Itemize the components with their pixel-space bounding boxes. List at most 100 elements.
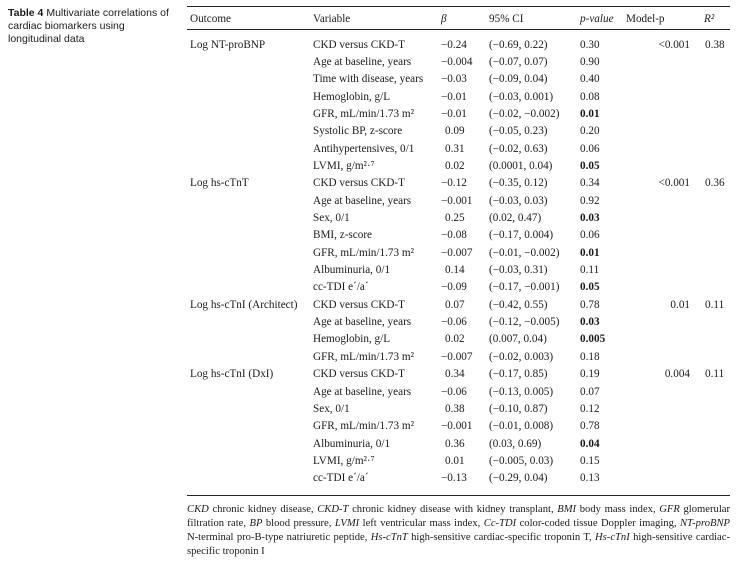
- top-rule: [187, 6, 730, 7]
- ci-cell: (−0.69, 0.22): [489, 38, 548, 51]
- footnote-abbreviation: CKD: [187, 504, 209, 515]
- p-value-cell: 0.01: [580, 107, 600, 120]
- footnote-abbreviation: GFR: [659, 504, 680, 515]
- ci-cell: (0.007, 0.04): [489, 333, 547, 346]
- header-model-p: Model-p: [626, 13, 665, 25]
- table-label: Table 4: [8, 7, 44, 19]
- variable-cell: GFR, mL/min/1.73 m²: [313, 246, 414, 259]
- variable-cell: Antihypertensives, 0/1: [313, 142, 415, 155]
- ci-cell: (−0.42, 0.55): [489, 298, 548, 311]
- ci-cell: (−0.17, −0.001): [489, 281, 560, 294]
- footnote-abbreviation: Hs-cTnI: [595, 532, 630, 543]
- beta-cell: −0.03: [441, 73, 467, 86]
- ci-cell: (−0.02, 0.003): [489, 350, 554, 363]
- r-squared-value: 0.36: [705, 177, 725, 190]
- variable-cell: Hemoglobin, g/L: [313, 90, 391, 103]
- p-value-cell: 0.30: [580, 38, 600, 51]
- header-ci: 95% CI: [489, 13, 524, 25]
- variable-cell: Age at baseline, years: [313, 316, 412, 329]
- footnote-abbreviation: Cc-TDI: [483, 518, 517, 529]
- beta-cell: −0.06: [441, 316, 467, 329]
- header-beta: β: [441, 13, 447, 25]
- variable-cell: Sex, 0/1: [313, 212, 350, 224]
- header-outcome: Outcome: [190, 13, 232, 25]
- p-value-cell: 0.06: [580, 142, 600, 155]
- ci-cell: (−0.29, 0.04): [489, 472, 548, 485]
- p-value-cell: 0.07: [580, 385, 600, 398]
- beta-cell: −0.13: [441, 472, 467, 485]
- p-value-cell: 0.05: [580, 159, 600, 172]
- p-value-cell: 0.15: [580, 454, 600, 467]
- ci-cell: (0.03, 0.69): [489, 437, 542, 450]
- p-value-cell: 0.04: [580, 437, 600, 450]
- ci-cell: (0.02, 0.47): [489, 212, 542, 224]
- outcome-label: Log hs-cTnI (DxI): [190, 368, 274, 381]
- outcome-label: Log hs-cTnI (Architect): [190, 298, 298, 311]
- beta-cell: 0.02: [445, 159, 465, 172]
- variable-cell: LVMI, g/m²·⁷: [313, 454, 375, 467]
- p-value-cell: 0.05: [580, 281, 600, 294]
- variable-cell: GFR, mL/min/1.73 m²: [313, 350, 414, 363]
- variable-cell: LVMI, g/m²·⁷: [313, 159, 375, 172]
- p-value-cell: 0.92: [580, 194, 600, 207]
- ci-cell: (−0.10, 0.87): [489, 402, 548, 415]
- bottom-rule: [187, 495, 730, 496]
- beta-cell: 0.01: [445, 454, 465, 467]
- beta-cell: −0.007: [441, 350, 473, 363]
- beta-cell: −0.12: [441, 177, 467, 190]
- footnote-abbreviation: LVMI: [334, 518, 360, 529]
- model-p-value: 0.004: [664, 368, 690, 381]
- header-rule: [187, 29, 730, 30]
- footnote-definition: high-sensitive cardiac-specific troponin…: [407, 532, 596, 543]
- ci-cell: (−0.01, 0.008): [489, 420, 554, 433]
- variable-cell: Systolic BP, z-score: [313, 125, 403, 138]
- table-caption: Table 4 Multivariate correlations of car…: [8, 7, 178, 46]
- ci-cell: (−0.03, 0.31): [489, 264, 548, 277]
- variable-cell: GFR, mL/min/1.73 m²: [313, 420, 414, 433]
- footnote-definition: blood pressure,: [262, 518, 335, 529]
- header-r2: R²: [704, 13, 715, 25]
- ci-cell: (−0.05, 0.23): [489, 125, 548, 138]
- beta-cell: −0.08: [441, 229, 467, 242]
- table-footnote: CKD chronic kidney disease, CKD-T chroni…: [187, 503, 730, 559]
- p-value-cell: 0.78: [580, 298, 600, 311]
- beta-cell: −0.01: [441, 107, 467, 120]
- beta-cell: 0.07: [445, 298, 465, 311]
- variable-cell: CKD versus CKD-T: [313, 177, 405, 190]
- beta-cell: −0.06: [441, 385, 467, 398]
- p-value-cell: 0.01: [580, 246, 600, 259]
- footnote-definition: chronic kidney disease with kidney trans…: [348, 504, 558, 515]
- p-value-cell: 0.005: [580, 333, 606, 346]
- ci-cell: (−0.02, −0.002): [489, 107, 560, 120]
- model-p-value: 0.01: [670, 298, 690, 311]
- footnote-abbreviation: CKD-T: [317, 504, 349, 515]
- variable-cell: BMI, z-score: [313, 229, 373, 242]
- variable-cell: cc-TDI e´/a´: [313, 472, 369, 485]
- ci-cell: (−0.12, −0.005): [489, 316, 560, 329]
- footnote-definition: chronic kidney disease,: [208, 504, 318, 515]
- variable-cell: Albuminuria, 0/1: [313, 437, 391, 450]
- variable-cell: Sex, 0/1: [313, 402, 350, 415]
- model-p-value: <0.001: [658, 38, 690, 51]
- p-value-cell: 0.40: [580, 73, 600, 86]
- variable-cell: GFR, mL/min/1.73 m²: [313, 107, 414, 120]
- beta-cell: 0.36: [445, 437, 465, 450]
- variable-cell: cc-TDI e´/a´: [313, 281, 369, 294]
- beta-cell: 0.14: [445, 264, 465, 277]
- ci-cell: (−0.35, 0.12): [489, 177, 548, 190]
- ci-cell: (−0.03, 0.001): [489, 90, 554, 103]
- r-squared-value: 0.11: [705, 368, 725, 381]
- footnote-definition: glomerular filtration rate,: [187, 504, 730, 529]
- p-value-cell: 0.78: [580, 420, 600, 433]
- ci-cell: (−0.17, 0.85): [489, 368, 548, 381]
- beta-cell: 0.02: [445, 333, 465, 346]
- footnote-abbreviation: BMI: [557, 504, 577, 515]
- beta-cell: 0.38: [445, 402, 465, 415]
- beta-cell: 0.25: [445, 212, 465, 224]
- beta-cell: −0.007: [441, 246, 473, 259]
- p-value-cell: 0.12: [580, 402, 600, 415]
- beta-cell: −0.01: [441, 90, 467, 103]
- footnote-definition: left ventricular mass index,: [359, 518, 484, 529]
- p-value-cell: 0.18: [580, 350, 600, 363]
- variable-cell: CKD versus CKD-T: [313, 298, 405, 311]
